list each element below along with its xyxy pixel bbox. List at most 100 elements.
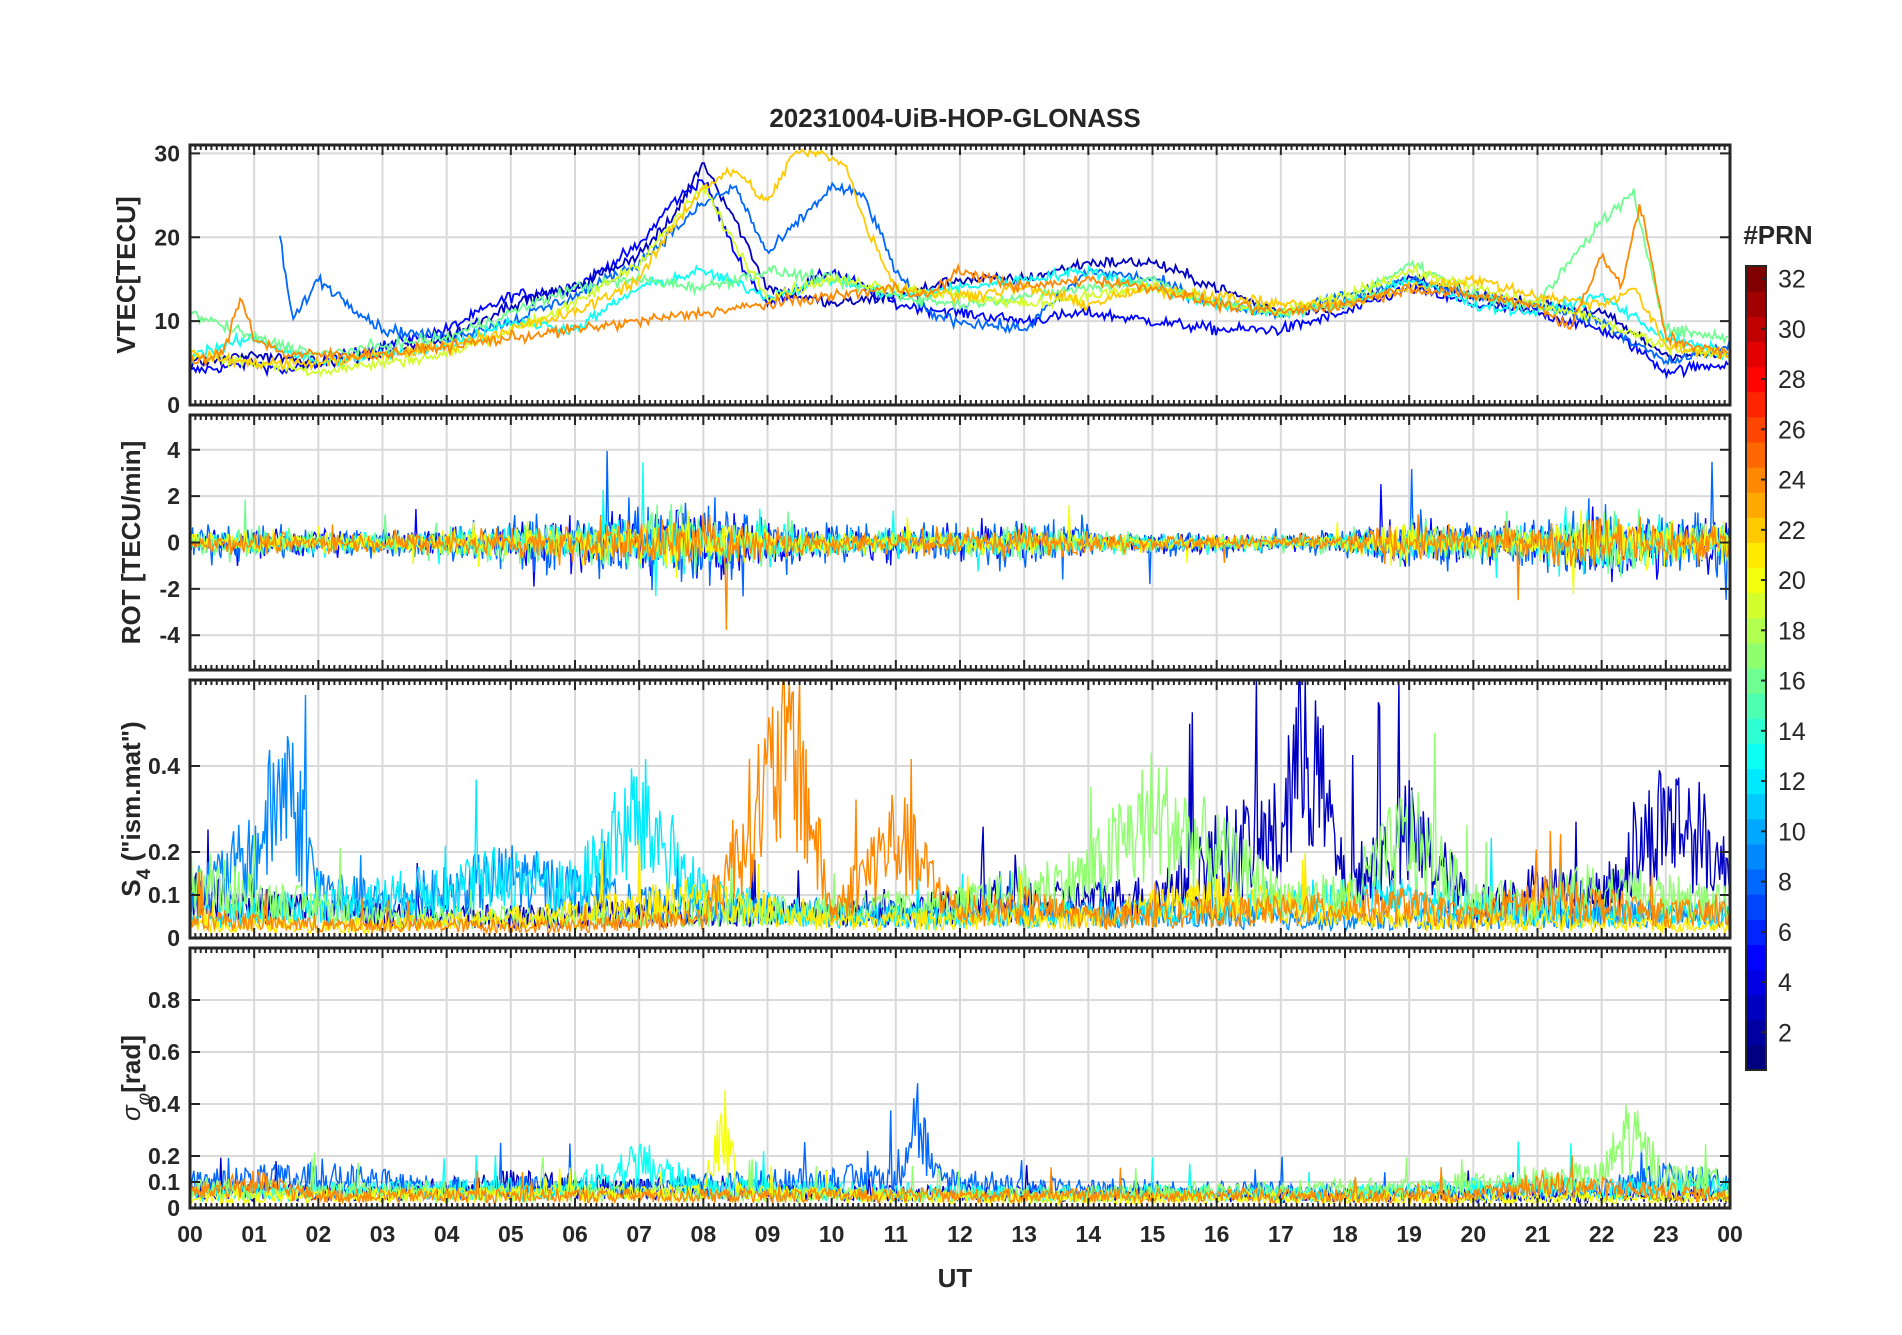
y-tick-label: 20: [154, 224, 180, 250]
colorbar-segment: [1746, 592, 1766, 619]
series-prn-22: [190, 147, 1729, 372]
y-label-main: σ: [116, 1104, 146, 1121]
panel-s4: 0 0.1 0.2 0.4S4 ("ism.mat"): [116, 678, 1732, 951]
series-group: [190, 450, 1730, 631]
colorbar-tick-label: 4: [1778, 969, 1792, 997]
x-tick-label: 08: [691, 1221, 717, 1247]
colorbar-tick-label: 32: [1778, 266, 1806, 294]
ticks: [189, 145, 1731, 406]
x-tick-label: 11: [884, 1221, 909, 1247]
y-tick-label: 2: [167, 483, 180, 509]
colorbar-segment: [1746, 291, 1766, 317]
y-tick-label: -2: [160, 576, 180, 602]
x-tick-label: 13: [1011, 1221, 1037, 1247]
ticks: [189, 415, 1731, 670]
y-tick-label: 0.4: [148, 753, 180, 779]
x-tick-label: 07: [626, 1221, 652, 1247]
colorbar-tick-label: 28: [1778, 366, 1806, 394]
x-tick-label: 04: [434, 1221, 460, 1247]
x-tick-label: 02: [306, 1221, 332, 1247]
y-label-sub: φ: [134, 1093, 155, 1105]
y-tick-label: 0.2: [148, 839, 180, 865]
x-tick-label: 05: [498, 1221, 524, 1247]
series-prn-16: [190, 188, 1729, 361]
series-prn-13: [190, 264, 1729, 370]
colorbar-tick-label: 30: [1778, 316, 1806, 344]
colorbar-segment: [1746, 919, 1766, 945]
colorbar-segment: [1746, 341, 1766, 368]
series-prn-24: [190, 513, 1730, 631]
colorbar-tick-label: 6: [1778, 919, 1792, 947]
y-label-rest: [rad]: [116, 1035, 146, 1093]
colorbar-segment: [1746, 567, 1766, 594]
y-tick-label: 0.1: [148, 882, 180, 908]
x-tick-label: 16: [1204, 1221, 1230, 1247]
y-tick-label: 0: [167, 530, 180, 556]
ticks: [189, 680, 1731, 939]
colorbar-tick-label: 2: [1778, 1019, 1792, 1047]
x-tick-label: 17: [1268, 1221, 1294, 1247]
y-tick-label: 0.6: [148, 1039, 180, 1065]
colorbar-tick-label: 8: [1778, 869, 1792, 897]
x-tick-label: 00: [1717, 1221, 1743, 1247]
x-tick-label: 12: [947, 1221, 973, 1247]
colorbar-segment: [1746, 266, 1766, 292]
y-axis-label: S4 ("ism.mat"): [116, 721, 155, 896]
colorbar-segment: [1746, 441, 1766, 468]
y-tick-label: 0.8: [148, 987, 180, 1013]
colorbar-tick-label: 22: [1778, 517, 1806, 545]
series-prn-24: [190, 204, 1729, 368]
series-group: [190, 147, 1730, 380]
x-tick-label: 20: [1461, 1221, 1487, 1247]
colorbar-segment: [1746, 316, 1766, 342]
x-tick-label: 21: [1525, 1221, 1551, 1247]
y-tick-label: 0.1: [148, 1169, 180, 1195]
y-tick-label: -4: [160, 622, 181, 648]
x-tick-label: 01: [241, 1221, 267, 1247]
colorbar-segment: [1746, 467, 1766, 493]
panel-sigma: 00.10.2 0.4 0.6 0.8 σφ[rad] 00 01 02 03 04 05 06 07 0…: [116, 946, 1743, 1247]
chart-title: 20231004-UiB-HOP-GLONASS: [769, 103, 1140, 133]
x-tick-label: 19: [1396, 1221, 1422, 1247]
colorbar-segment: [1746, 391, 1766, 418]
x-tick-label: 23: [1653, 1221, 1679, 1247]
colorbar-segment: [1746, 969, 1766, 996]
panel-rot: -4 -2 0 2 4 ROT [TECU/min]: [116, 413, 1732, 672]
colorbar-segment: [1746, 642, 1766, 669]
colorbar-segment: [1746, 416, 1766, 443]
y-tick-label: 0: [167, 925, 180, 951]
colorbar-segment: [1746, 693, 1766, 719]
x-tick-label: 09: [755, 1221, 781, 1247]
colorbar-segment: [1746, 768, 1766, 795]
colorbar-segment: [1746, 366, 1766, 393]
colorbar-tick-label: 14: [1778, 718, 1806, 746]
x-tick-label: 10: [819, 1221, 845, 1247]
x-tick-label: 18: [1332, 1221, 1358, 1247]
y-tick-label: 0.4: [148, 1091, 180, 1117]
panel-vtec: 0 10 20 30 VTEC[TECU]: [111, 140, 1732, 418]
y-tick-label: 0.2: [148, 1143, 180, 1169]
colorbar-segment: [1746, 843, 1766, 870]
colorbar-segment: [1746, 617, 1766, 644]
colorbar-segment: [1746, 869, 1766, 895]
x-tick-label: 00: [177, 1221, 203, 1247]
y-tick-label: 0: [167, 392, 180, 418]
y-label-main: S: [116, 879, 146, 896]
colorbar-tick-label: 18: [1778, 617, 1806, 645]
colorbar-tick-label: 16: [1778, 668, 1806, 696]
x-axis-label: UT: [938, 1263, 973, 1293]
x-tick-label: 03: [370, 1221, 396, 1247]
colorbar-segment: [1746, 1019, 1766, 1046]
colorbar-tick-label: 20: [1778, 567, 1806, 595]
y-axis-label: ROT [TECU/min]: [116, 441, 146, 645]
y-axis-label: σφ[rad]: [116, 1035, 155, 1121]
colorbar-segment: [1746, 517, 1766, 543]
y-tick-label: 4: [167, 437, 180, 463]
y-tick-label: 10: [154, 308, 180, 334]
colorbar-tick-label: 10: [1778, 818, 1806, 846]
x-tick-label: 15: [1140, 1221, 1166, 1247]
series-prn-20: [190, 504, 1730, 595]
